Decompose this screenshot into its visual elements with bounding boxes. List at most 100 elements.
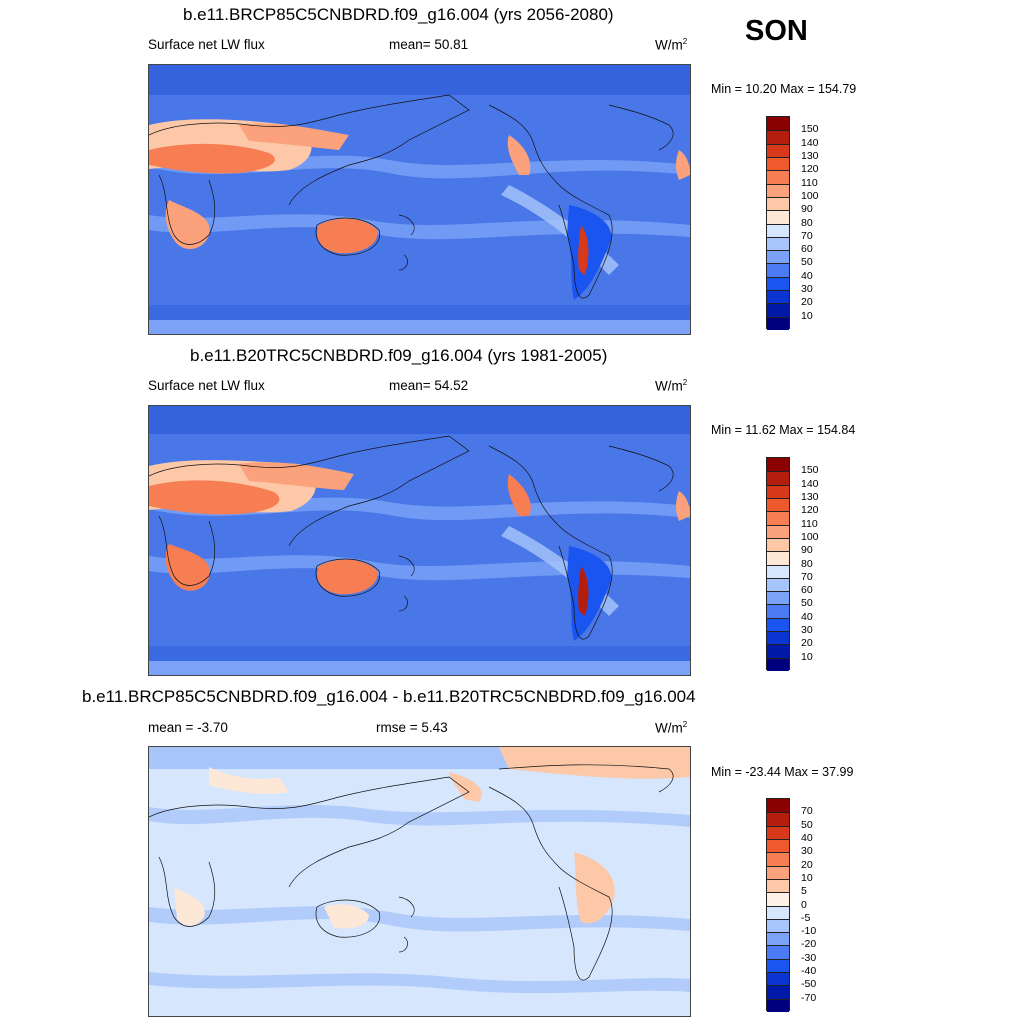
panel-3-mean-label: mean = -3.70 [148, 720, 228, 735]
colorbar-swatch [767, 290, 789, 304]
panel-3-units: W/m2 [655, 720, 688, 736]
colorbar-swatch [767, 657, 789, 671]
colorbar-swatch [767, 236, 789, 251]
colorbar-tick-label: 10 [801, 871, 813, 884]
panel-1-variable-label: Surface net LW flux [148, 37, 265, 52]
panel-3-colorbar [766, 798, 790, 1012]
colorbar-swatch [767, 130, 789, 144]
colorbar-tick-label: -40 [801, 965, 817, 978]
colorbar-tick-label: 50 [801, 597, 813, 610]
colorbar-tick-label: 150 [801, 464, 819, 477]
colorbar-tick-label: 70 [801, 570, 813, 583]
colorbar-swatch [767, 316, 789, 330]
panel-2-mean-label: mean= 54.52 [389, 378, 469, 393]
colorbar-swatch [767, 878, 789, 893]
colorbar-tick-label: 20 [801, 296, 813, 309]
colorbar-swatch [767, 276, 789, 291]
colorbar-tick-label: 80 [801, 216, 813, 229]
colorbar-tick-label: 60 [801, 584, 813, 597]
colorbar-tick-label: 120 [801, 504, 819, 517]
colorbar-tick-label: -20 [801, 938, 817, 951]
colorbar-swatch [767, 458, 789, 472]
colorbar-swatch [767, 985, 789, 999]
colorbar-swatch [767, 958, 789, 973]
colorbar-tick-label: 120 [801, 163, 819, 176]
colorbar-tick-label: -5 [801, 911, 811, 924]
panel-2-map [148, 405, 691, 676]
panel-1-title: b.e11.BRCP85C5CNBDRD.f09_g16.004 (yrs 20… [183, 5, 614, 24]
panel-3-rmse-label: rmse = 5.43 [376, 720, 448, 735]
colorbar-swatch [767, 471, 789, 485]
colorbar-swatch [767, 156, 789, 171]
colorbar-tick-label: 140 [801, 477, 819, 490]
panel-1-colorbar [766, 116, 790, 330]
colorbar-tick-label: 20 [801, 858, 813, 871]
colorbar-tick-label: 70 [801, 229, 813, 242]
colorbar-tick-label: 50 [801, 818, 813, 831]
colorbar-swatch [767, 143, 789, 157]
colorbar-swatch [767, 497, 789, 512]
colorbar-swatch [767, 617, 789, 632]
colorbar-swatch [767, 537, 789, 552]
colorbar-tick-label: -70 [801, 991, 817, 1004]
colorbar-tick-label: 130 [801, 149, 819, 162]
panel-1-map [148, 64, 691, 335]
colorbar-tick-label: 110 [801, 517, 818, 530]
panel-2-minmax: Min = 11.62 Max = 154.84 [711, 423, 856, 437]
colorbar-tick-label: 150 [801, 123, 819, 136]
colorbar-swatch [767, 564, 789, 578]
colorbar-swatch [767, 183, 789, 197]
panel-3-minmax: Min = -23.44 Max = 37.99 [711, 765, 854, 779]
colorbar-tick-label: 90 [801, 203, 813, 216]
colorbar-swatch [767, 905, 789, 919]
colorbar-tick-label: 40 [801, 610, 813, 623]
colorbar-tick-label: 140 [801, 136, 819, 149]
colorbar-tick-label: 30 [801, 283, 813, 296]
colorbar-tick-label: 30 [801, 845, 813, 858]
colorbar-swatch [767, 865, 789, 879]
colorbar-tick-label: 5 [801, 885, 807, 898]
panel-2-colorbar [766, 457, 790, 671]
panel-1-units: W/m2 [655, 37, 688, 53]
colorbar-tick-label: -50 [801, 978, 817, 991]
colorbar-tick-label: 10 [801, 309, 813, 322]
colorbar-swatch [767, 852, 789, 866]
colorbar-tick-label: 130 [801, 490, 819, 503]
colorbar-tick-label: 80 [801, 557, 813, 570]
colorbar-tick-label: 100 [801, 530, 819, 543]
colorbar-swatch [767, 799, 789, 813]
panel-3-title: b.e11.BRCP85C5CNBDRD.f09_g16.004 - b.e11… [82, 687, 696, 706]
panel-2-title: b.e11.B20TRC5CNBDRD.f09_g16.004 (yrs 198… [190, 346, 608, 365]
colorbar-swatch [767, 604, 789, 618]
colorbar-swatch [767, 250, 789, 264]
panel-2-units: W/m2 [655, 378, 688, 394]
colorbar-tick-label: 40 [801, 831, 813, 844]
colorbar-tick-label: 40 [801, 269, 813, 282]
panel-1-minmax: Min = 10.20 Max = 154.79 [711, 82, 857, 96]
colorbar-swatch [767, 524, 789, 538]
colorbar-tick-label: 70 [801, 805, 813, 818]
colorbar-tick-label: 90 [801, 544, 813, 557]
colorbar-swatch [767, 591, 789, 605]
colorbar-swatch [767, 196, 789, 211]
colorbar-tick-label: 10 [801, 650, 813, 663]
colorbar-swatch [767, 170, 789, 184]
season-label: SON [745, 15, 808, 47]
colorbar-swatch [767, 892, 789, 906]
colorbar-swatch [767, 303, 789, 317]
colorbar-tick-label: 60 [801, 243, 813, 256]
colorbar-tick-label: 0 [801, 898, 807, 911]
colorbar-tick-label: -30 [801, 951, 817, 964]
colorbar-swatch [767, 223, 789, 237]
panel-3-map [148, 746, 691, 1017]
colorbar-swatch [767, 932, 789, 946]
colorbar-swatch [767, 812, 789, 826]
colorbar-swatch [767, 551, 789, 565]
colorbar-swatch [767, 998, 789, 1012]
panel-1-mean-label: mean= 50.81 [389, 37, 469, 52]
colorbar-swatch [767, 838, 789, 853]
colorbar-swatch [767, 117, 789, 131]
colorbar-swatch [767, 945, 789, 959]
panel-2-variable-label: Surface net LW flux [148, 378, 265, 393]
colorbar-swatch [767, 825, 789, 839]
